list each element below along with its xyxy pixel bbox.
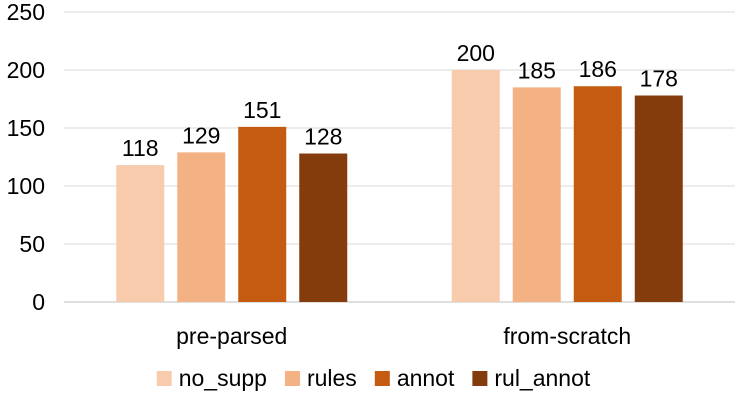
legend-label-no_supp: no_supp: [179, 365, 267, 391]
data-label-annot-from-scratch: 186: [579, 56, 617, 82]
data-label-annot-pre-parsed: 151: [243, 97, 281, 123]
data-label-rules-pre-parsed: 129: [182, 122, 220, 148]
legend-label-rul_annot: rul_annot: [494, 365, 591, 391]
y-tick-label: 200: [7, 57, 45, 83]
data-labels: 118 129 151 128 200 185 186 178: [122, 40, 678, 161]
x-category-label: from-scratch: [503, 323, 631, 349]
bar-rul_annot-from-scratch: [634, 95, 683, 303]
bar-rules-pre-parsed: [177, 152, 226, 302]
axes: 0 50 100 150 200 250 pre-parsed from-scratch: [7, 0, 735, 349]
bar-rules-from-scratch: [512, 87, 561, 303]
bar-no_supp-from-scratch: [451, 70, 500, 302]
y-tick-label: 0: [32, 289, 45, 315]
y-tick-label: 50: [19, 231, 45, 257]
data-label-rul_annot-from-scratch: 178: [640, 66, 678, 92]
data-label-rules-from-scratch: 185: [518, 57, 556, 83]
data-label-no_supp-from-scratch: 200: [457, 40, 495, 66]
y-tick-label: 250: [7, 0, 45, 25]
legend-label-annot: annot: [397, 365, 455, 391]
legend-item-rules: rules: [284, 365, 357, 391]
legend-swatch-rules: [284, 371, 300, 386]
bar-annot-from-scratch: [573, 86, 622, 303]
bar-annot-pre-parsed: [238, 126, 287, 302]
bar-no_supp-pre-parsed: [116, 165, 165, 302]
legend-item-annot: annot: [374, 365, 455, 391]
bars: [116, 70, 683, 303]
y-tick-label: 150: [7, 115, 45, 141]
legend-label-rules: rules: [307, 365, 357, 391]
bar-rul_annot-pre-parsed: [299, 153, 348, 302]
legend-swatch-rul_annot: [472, 371, 488, 386]
legend-item-no_supp: no_supp: [156, 365, 267, 391]
legend-item-rul_annot: rul_annot: [472, 365, 591, 391]
x-category-label: pre-parsed: [176, 323, 287, 349]
y-tick-label: 100: [7, 173, 45, 199]
legend-swatch-no_supp: [156, 371, 172, 386]
data-label-rul_annot-pre-parsed: 128: [304, 124, 342, 150]
data-label-no_supp-pre-parsed: 118: [122, 135, 159, 161]
legend-swatch-annot: [374, 371, 390, 386]
legend: no_supp rules annot rul_annot: [156, 365, 591, 391]
gridlines: [64, 11, 735, 245]
